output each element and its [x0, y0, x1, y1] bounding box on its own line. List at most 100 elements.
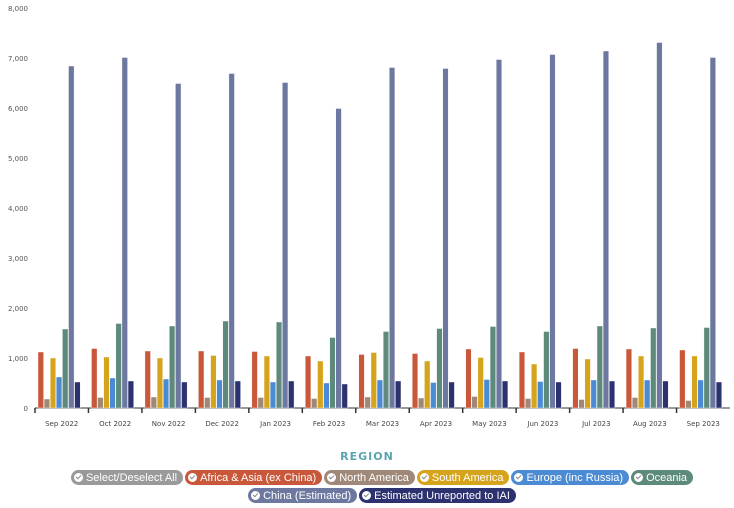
bar-africa-asia-ex-china-[interactable]: [679, 349, 686, 409]
bar-africa-asia-ex-china-[interactable]: [198, 350, 205, 409]
bar-north-america[interactable]: [97, 397, 104, 409]
bar-africa-asia-ex-china-[interactable]: [412, 353, 419, 409]
bar-estimated-unreported-to-iai[interactable]: [127, 380, 134, 409]
legend-item[interactable]: China (Estimated): [248, 488, 358, 503]
bar-south-america[interactable]: [477, 357, 484, 409]
bar-africa-asia-ex-china-[interactable]: [358, 354, 365, 409]
bar-north-america[interactable]: [364, 396, 371, 409]
bar-estimated-unreported-to-iai[interactable]: [341, 383, 348, 409]
bar-estimated-unreported-to-iai[interactable]: [288, 380, 295, 409]
bar-china-estimated-[interactable]: [282, 82, 289, 409]
bar-china-estimated-[interactable]: [335, 108, 342, 409]
bar-oceania[interactable]: [436, 328, 443, 409]
y-tick-label: 1,000: [8, 355, 28, 363]
bar-estimated-unreported-to-iai[interactable]: [715, 381, 722, 409]
bar-estimated-unreported-to-iai[interactable]: [181, 381, 188, 409]
legend-item[interactable]: Europe (inc Russia): [511, 470, 630, 485]
bar-oceania[interactable]: [596, 325, 603, 409]
legend-item[interactable]: Select/Deselect All: [70, 470, 184, 485]
bar-europe-inc-russia-[interactable]: [56, 376, 63, 409]
bar-south-america[interactable]: [50, 357, 57, 409]
bar-estimated-unreported-to-iai[interactable]: [74, 381, 81, 409]
bar-europe-inc-russia-[interactable]: [109, 377, 116, 409]
bar-africa-asia-ex-china-[interactable]: [518, 351, 525, 409]
bar-south-america[interactable]: [317, 360, 324, 409]
bar-europe-inc-russia-[interactable]: [590, 379, 597, 409]
bar-oceania[interactable]: [489, 326, 496, 409]
legend-item[interactable]: Oceania: [631, 470, 694, 485]
bar-south-america[interactable]: [210, 355, 217, 409]
legend-item[interactable]: North America: [324, 470, 415, 485]
bar-north-america[interactable]: [685, 400, 692, 409]
bar-estimated-unreported-to-iai[interactable]: [609, 380, 616, 409]
bar-europe-inc-russia-[interactable]: [644, 379, 651, 409]
bar-africa-asia-ex-china-[interactable]: [625, 348, 632, 409]
bar-estimated-unreported-to-iai[interactable]: [555, 381, 562, 409]
bar-south-america[interactable]: [370, 352, 377, 409]
bar-china-estimated-[interactable]: [175, 83, 182, 409]
bar-europe-inc-russia-[interactable]: [376, 379, 383, 409]
bar-estimated-unreported-to-iai[interactable]: [395, 380, 402, 409]
bar-china-estimated-[interactable]: [495, 59, 502, 409]
bar-africa-asia-ex-china-[interactable]: [305, 355, 312, 409]
bar-oceania[interactable]: [543, 331, 550, 409]
bar-oceania[interactable]: [169, 325, 176, 409]
bar-south-america[interactable]: [691, 355, 698, 409]
bar-south-america[interactable]: [424, 360, 431, 409]
bar-europe-inc-russia-[interactable]: [483, 379, 490, 409]
bar-south-america[interactable]: [584, 358, 591, 409]
bar-north-america[interactable]: [43, 398, 50, 409]
bar-china-estimated-[interactable]: [656, 42, 663, 409]
bar-estimated-unreported-to-iai[interactable]: [502, 380, 509, 409]
bar-china-estimated-[interactable]: [442, 68, 449, 409]
bar-north-america[interactable]: [631, 397, 638, 409]
bar-europe-inc-russia-[interactable]: [163, 378, 170, 409]
bar-europe-inc-russia-[interactable]: [216, 379, 223, 409]
bar-north-america[interactable]: [150, 396, 157, 409]
bar-oceania[interactable]: [115, 323, 122, 409]
legend-item[interactable]: Africa & Asia (ex China): [185, 470, 323, 485]
bar-south-america[interactable]: [638, 355, 645, 409]
bar-south-america[interactable]: [156, 357, 163, 409]
bar-china-estimated-[interactable]: [68, 65, 75, 409]
bar-africa-asia-ex-china-[interactable]: [144, 350, 151, 409]
legend-item[interactable]: South America: [416, 470, 510, 485]
bar-china-estimated-[interactable]: [121, 57, 128, 409]
bar-oceania[interactable]: [703, 327, 710, 409]
bar-europe-inc-russia-[interactable]: [430, 382, 437, 409]
bar-africa-asia-ex-china-[interactable]: [572, 348, 579, 409]
bar-oceania[interactable]: [62, 328, 69, 409]
bar-europe-inc-russia-[interactable]: [537, 381, 544, 409]
bar-china-estimated-[interactable]: [228, 73, 235, 409]
bar-africa-asia-ex-china-[interactable]: [91, 348, 98, 409]
bar-africa-asia-ex-china-[interactable]: [37, 351, 44, 409]
bar-north-america[interactable]: [204, 397, 211, 409]
bar-north-america[interactable]: [311, 398, 318, 409]
bar-china-estimated-[interactable]: [602, 50, 609, 409]
legend-item[interactable]: Estimated Unreported to IAI: [359, 488, 516, 503]
bar-oceania[interactable]: [382, 331, 389, 409]
bar-north-america[interactable]: [578, 399, 585, 409]
bar-oceania[interactable]: [650, 327, 657, 409]
bar-europe-inc-russia-[interactable]: [697, 379, 704, 409]
bar-china-estimated-[interactable]: [389, 67, 396, 409]
bar-estimated-unreported-to-iai[interactable]: [662, 380, 669, 409]
bar-north-america[interactable]: [471, 396, 478, 409]
bar-south-america[interactable]: [263, 355, 270, 409]
bar-africa-asia-ex-china-[interactable]: [465, 348, 472, 409]
bar-china-estimated-[interactable]: [709, 57, 716, 409]
bar-north-america[interactable]: [418, 397, 425, 409]
bar-estimated-unreported-to-iai[interactable]: [234, 380, 241, 409]
bar-europe-inc-russia-[interactable]: [323, 382, 330, 409]
bar-oceania[interactable]: [329, 337, 336, 409]
bar-europe-inc-russia-[interactable]: [269, 381, 276, 409]
bar-north-america[interactable]: [257, 397, 264, 409]
bar-north-america[interactable]: [525, 398, 532, 409]
bar-estimated-unreported-to-iai[interactable]: [448, 381, 455, 409]
bar-oceania[interactable]: [222, 320, 229, 409]
bar-south-america[interactable]: [531, 363, 538, 409]
bar-china-estimated-[interactable]: [549, 54, 556, 409]
bar-oceania[interactable]: [276, 321, 283, 409]
bar-africa-asia-ex-china-[interactable]: [251, 351, 258, 409]
bar-south-america[interactable]: [103, 356, 110, 409]
